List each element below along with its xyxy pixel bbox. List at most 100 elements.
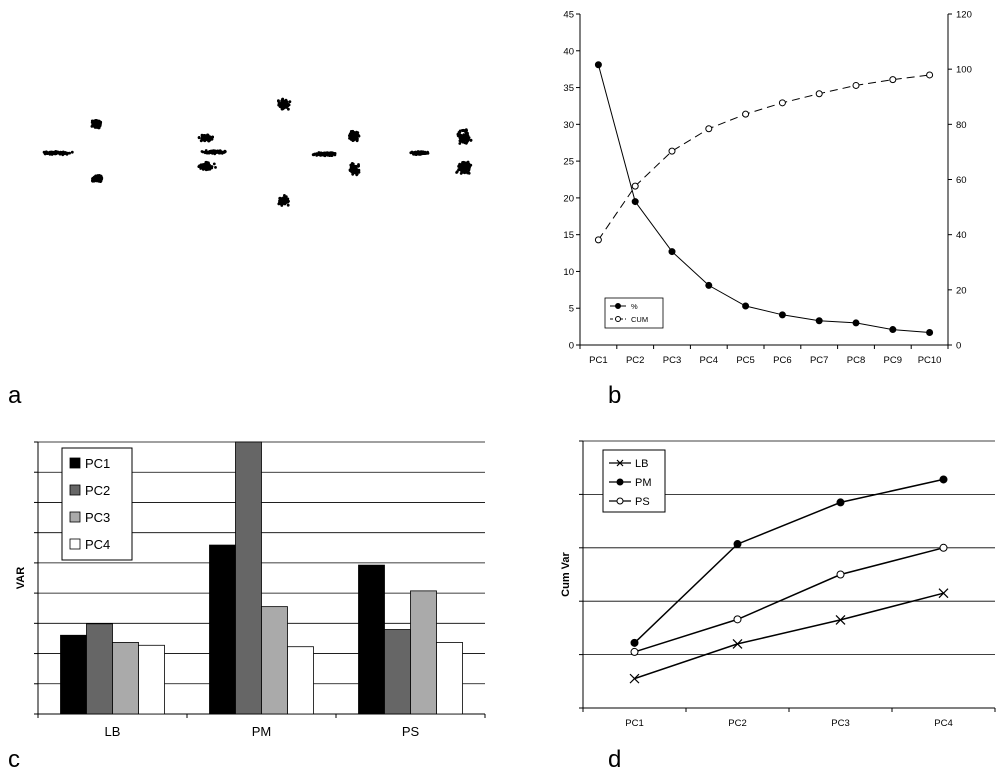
right-tick-label: 40 [956, 230, 967, 241]
series-point-lb [732, 638, 743, 649]
legend-swatch [69, 511, 81, 523]
left-tick-label: 35 [563, 83, 574, 94]
legend-marker [616, 478, 624, 486]
bar-pm-pc2 [235, 441, 262, 715]
cluster-6 [197, 160, 217, 172]
scatter-point [282, 197, 286, 201]
legend-label: PC1 [85, 456, 110, 471]
legend-box [604, 297, 664, 329]
x-tick-label: PC2 [728, 718, 746, 729]
scatter-point [462, 133, 466, 137]
legend-label: PS [635, 496, 650, 508]
bar-ps-pc4 [436, 642, 463, 715]
scatter-point [287, 107, 290, 111]
cluster-7 [277, 97, 292, 111]
series-point [594, 61, 602, 69]
series-point [705, 281, 713, 289]
scatter-point [199, 139, 203, 143]
panel-label-c: c [8, 746, 20, 773]
left-tick-label: 5 [569, 304, 574, 315]
scatter-point [98, 179, 102, 183]
cluster-11 [348, 162, 361, 177]
scatter-point [312, 153, 316, 157]
x-tick-label: LB [105, 724, 121, 739]
scatter-point [277, 99, 280, 103]
scatter-point [201, 150, 205, 154]
series-point [668, 147, 676, 155]
legend-label: PM [635, 477, 652, 489]
y-axis-label: VAR [15, 567, 27, 589]
cluster-13 [456, 128, 473, 145]
scatter-point [210, 165, 214, 168]
legend-label: % [631, 302, 638, 311]
left-tick-label: 20 [563, 193, 574, 204]
left-tick-label: 10 [563, 267, 574, 278]
cluster-2 [90, 119, 103, 130]
right-tick-label: 20 [956, 285, 967, 296]
scatter-point [209, 150, 213, 154]
legend: LB PM PS [602, 449, 666, 513]
x-tick-label: PC3 [831, 718, 849, 729]
scatter-point [456, 134, 460, 138]
scatter-point [280, 198, 284, 202]
series-point-ps [630, 647, 639, 656]
legend-label: LB [635, 458, 648, 470]
bar-chart-c: LB PM PS VAR PC1 PC2 PC3 PC4 [15, 441, 486, 739]
scatter-point [463, 162, 466, 166]
series-line-lb [634, 592, 944, 680]
series-point-ps [836, 570, 845, 579]
legend-box [602, 449, 666, 513]
scatter-point [50, 152, 53, 156]
x-tick-label: PC8 [847, 355, 865, 366]
series-point-pm [836, 498, 845, 507]
scatter-plot-a [42, 97, 473, 207]
line-chart-d: PC1 PC2 PC3 PC4 Cum Var LB PM PS [560, 440, 996, 729]
bar-lb-pc2 [86, 623, 113, 715]
series-point [815, 317, 823, 325]
right-tick-label: 80 [956, 120, 967, 131]
scatter-point [330, 151, 334, 155]
scatter-point [45, 150, 49, 154]
legend-swatch [69, 538, 81, 550]
series-point-lb [938, 588, 949, 599]
scatter-point [96, 122, 99, 126]
x-tick-label: PC10 [918, 355, 942, 366]
scatter-point [462, 136, 466, 140]
x-tick-label: PC7 [810, 355, 828, 366]
scatter-point [98, 124, 102, 127]
scatter-point [413, 152, 417, 156]
legend-swatch [69, 484, 81, 496]
left-tick-label: 25 [563, 157, 574, 168]
scatter-point [464, 169, 468, 172]
legend-label: PC2 [85, 483, 110, 498]
scatter-point [458, 142, 462, 145]
legend-label: PC4 [85, 537, 110, 552]
scatter-point [94, 174, 98, 178]
scatter-point [466, 164, 470, 168]
cluster-5 [200, 149, 227, 156]
panel-label-d: d [608, 746, 622, 773]
scatter-point [198, 164, 201, 168]
scatter-point [465, 141, 468, 145]
right-tick-label: 100 [956, 65, 972, 76]
series-point-ps [939, 543, 948, 552]
x-tick-label: PC6 [773, 355, 791, 366]
scatter-point [319, 153, 323, 157]
legend-label: PC3 [85, 510, 110, 525]
scatter-point [288, 100, 292, 104]
cluster-4 [197, 133, 215, 143]
scatter-point [333, 153, 337, 157]
series-line-pm [633, 478, 944, 644]
scatter-point [463, 171, 467, 175]
series-point [778, 99, 786, 107]
scatter-point [206, 135, 210, 138]
scatter-point [61, 152, 64, 155]
bar-lb-pc3 [112, 642, 139, 715]
series-point [889, 76, 897, 84]
bar-lb-pc1 [60, 634, 87, 715]
scatter-point [201, 163, 205, 166]
scatter-point [357, 168, 361, 172]
series-line-pct [597, 64, 930, 333]
series-point [594, 236, 602, 244]
scatter-point [211, 135, 215, 139]
